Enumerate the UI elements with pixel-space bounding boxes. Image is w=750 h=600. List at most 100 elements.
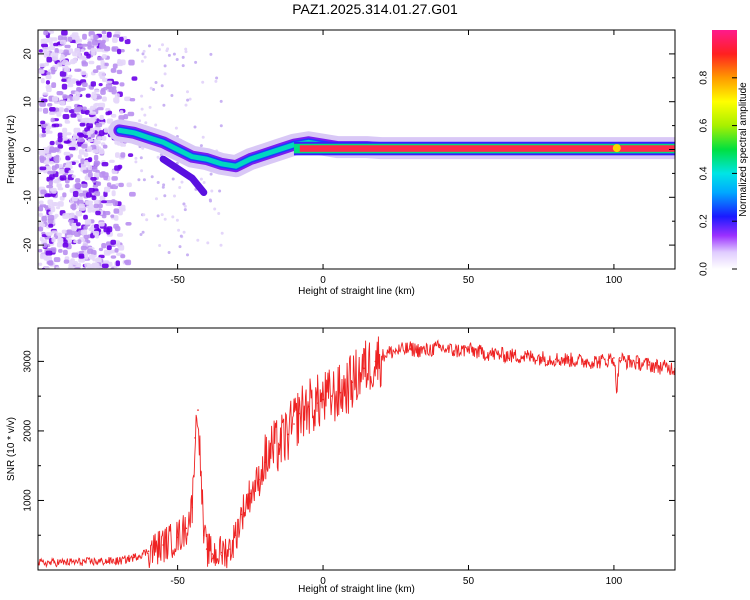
noise-speck bbox=[95, 210, 101, 216]
snr-frame bbox=[37, 327, 676, 571]
noise-speck bbox=[80, 245, 88, 251]
noise-speck bbox=[86, 266, 93, 269]
noise-speck bbox=[41, 133, 47, 138]
snr-point bbox=[249, 492, 252, 495]
noise-speck bbox=[45, 256, 52, 262]
heatmap-xtick-label: -50 bbox=[170, 275, 185, 286]
snr-point bbox=[598, 360, 601, 363]
noise-speck bbox=[77, 239, 82, 244]
noise-speck bbox=[208, 198, 212, 202]
noise-speck bbox=[67, 214, 73, 219]
steady-band-core bbox=[299, 145, 675, 152]
noise-speck bbox=[137, 178, 141, 182]
noise-speck bbox=[120, 152, 126, 158]
noise-speck bbox=[92, 69, 99, 73]
noise-speck bbox=[42, 147, 50, 153]
noise-speck bbox=[217, 212, 221, 215]
noise-speck bbox=[45, 74, 52, 80]
noise-speck bbox=[86, 122, 93, 129]
snr-point bbox=[331, 395, 333, 397]
noise-speck bbox=[62, 242, 69, 248]
noise-speck bbox=[90, 177, 97, 181]
noise-speck bbox=[101, 135, 107, 141]
heatmap-layer bbox=[38, 30, 675, 269]
noise-speck bbox=[75, 222, 81, 227]
noise-speck bbox=[72, 203, 77, 208]
noise-speck bbox=[49, 42, 54, 46]
noise-speck bbox=[43, 266, 50, 269]
snr-ytick-label: 1000 bbox=[23, 489, 34, 512]
noise-speck bbox=[141, 146, 145, 150]
noise-speck bbox=[45, 232, 53, 236]
noise-speck bbox=[100, 59, 105, 66]
noise-speck bbox=[101, 243, 107, 249]
noise-speck bbox=[43, 108, 49, 114]
noise-speck bbox=[101, 39, 106, 44]
noise-speck bbox=[81, 267, 87, 269]
noise-speck bbox=[119, 36, 124, 42]
noise-speck bbox=[61, 78, 67, 82]
noise-speck bbox=[108, 87, 114, 93]
noise-speck bbox=[49, 170, 57, 174]
noise-speck bbox=[214, 79, 218, 83]
noise-speck bbox=[92, 39, 99, 46]
noise-speck bbox=[186, 90, 189, 94]
noise-speck bbox=[99, 195, 106, 201]
noise-speck bbox=[199, 177, 203, 181]
noise-speck bbox=[106, 31, 112, 38]
noise-speck bbox=[102, 144, 108, 149]
noise-speck bbox=[196, 238, 200, 242]
noise-speck bbox=[70, 113, 77, 118]
noise-speck bbox=[83, 134, 88, 139]
noise-speck bbox=[181, 55, 185, 59]
noise-speck bbox=[72, 191, 79, 197]
noise-speck bbox=[68, 74, 73, 78]
noise-speck bbox=[120, 49, 125, 53]
snr-point bbox=[278, 444, 281, 446]
snr-xtick-label: -50 bbox=[170, 576, 185, 587]
noise-speck bbox=[81, 43, 88, 47]
noise-speck bbox=[114, 93, 120, 99]
noise-speck bbox=[184, 47, 188, 51]
noise-speck bbox=[53, 179, 58, 184]
noise-speck bbox=[78, 193, 85, 197]
noise-speck bbox=[143, 55, 147, 59]
noise-speck bbox=[103, 191, 108, 197]
noise-speck bbox=[109, 159, 115, 163]
noise-speck bbox=[38, 206, 44, 212]
noise-speck bbox=[143, 113, 147, 117]
snr-point bbox=[659, 366, 662, 368]
noise-speck bbox=[86, 192, 92, 198]
snr-point bbox=[235, 534, 237, 536]
noise-speck bbox=[39, 166, 47, 171]
noise-speck bbox=[131, 76, 138, 81]
noise-speck bbox=[89, 105, 96, 111]
noise-speck bbox=[181, 64, 185, 68]
noise-speck bbox=[63, 239, 68, 244]
noise-speck bbox=[57, 237, 63, 243]
noise-speck bbox=[80, 49, 85, 53]
noise-speck bbox=[161, 185, 165, 189]
noise-speck bbox=[118, 115, 125, 121]
noise-speck bbox=[136, 48, 140, 52]
noise-speck bbox=[73, 107, 81, 113]
noise-speck bbox=[80, 229, 88, 235]
noise-speck bbox=[85, 93, 91, 98]
noise-speck bbox=[138, 119, 142, 123]
noise-speck bbox=[100, 87, 105, 92]
noise-speck bbox=[78, 205, 86, 211]
noise-speck bbox=[101, 54, 107, 59]
noise-speck bbox=[124, 96, 132, 102]
noise-speck bbox=[84, 219, 92, 225]
noise-speck bbox=[104, 46, 111, 52]
noise-speck bbox=[40, 223, 46, 228]
noise-speck bbox=[209, 172, 213, 176]
snr-xtick-label: 50 bbox=[463, 576, 475, 587]
noise-speck bbox=[85, 109, 90, 114]
noise-speck bbox=[92, 149, 99, 154]
noise-speck bbox=[87, 41, 92, 47]
noise-speck bbox=[149, 86, 153, 90]
noise-speck bbox=[111, 47, 116, 51]
noise-speck bbox=[102, 172, 109, 178]
noise-speck bbox=[110, 68, 117, 73]
